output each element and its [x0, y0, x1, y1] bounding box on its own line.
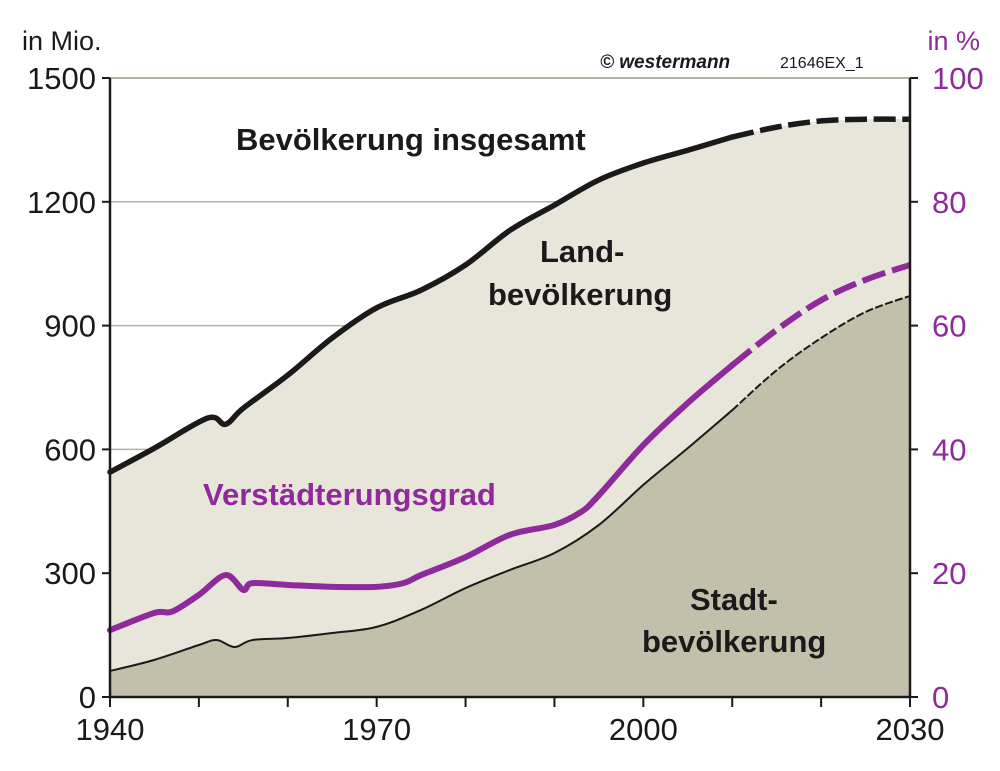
copyright: © westermann	[600, 52, 730, 73]
urban-area	[110, 295, 910, 697]
label-rural-1: Land-	[540, 234, 624, 269]
urbanization-projection-line	[730, 262, 911, 368]
y-right-tick-label: 100	[932, 61, 984, 96]
y-right-tick-label: 0	[932, 680, 949, 715]
y-left-tick-label: 600	[44, 432, 96, 467]
urbanization-line	[107, 362, 736, 634]
figure-code: 21646EX_1	[780, 55, 864, 72]
x-tick-label: 2000	[609, 712, 678, 747]
y-left-tick-label: 1200	[27, 185, 96, 220]
y-right-tick-label: 60	[932, 309, 966, 344]
label-total: Bevölkerung insgesamt	[236, 122, 586, 157]
axes: 0 300 600 900 1200 1500 0 20 40 60 80 100 1940 1970 20…	[27, 61, 984, 747]
urban-line	[109, 409, 734, 673]
y-left-tick-label: 0	[79, 680, 96, 715]
label-urbanization: Verstädterungsgrad	[203, 477, 496, 512]
total-projection-line	[731, 116, 911, 140]
y-right-tick-label: 80	[932, 185, 966, 220]
right-axis-unit: in %	[927, 26, 980, 56]
x-tick-label: 2030	[876, 712, 945, 747]
urban-projection-line	[731, 294, 911, 411]
y-right-tick-label: 40	[932, 432, 966, 467]
x-tick-label: 1940	[76, 712, 145, 747]
label-urban-1: Stadt-	[690, 582, 778, 617]
left-axis-unit: in Mio.	[22, 26, 102, 56]
label-urban-2: bevölkerung	[642, 624, 826, 659]
x-tick-label: 1970	[342, 712, 411, 747]
total-line	[107, 134, 735, 475]
series-lines	[107, 116, 911, 673]
label-rural-2: bevölkerung	[488, 277, 672, 312]
areas	[110, 119, 910, 697]
y-right-tick-label: 20	[932, 556, 966, 591]
y-left-tick-label: 900	[44, 309, 96, 344]
y-left-tick-label: 300	[44, 556, 96, 591]
y-left-tick-label: 1500	[27, 61, 96, 96]
